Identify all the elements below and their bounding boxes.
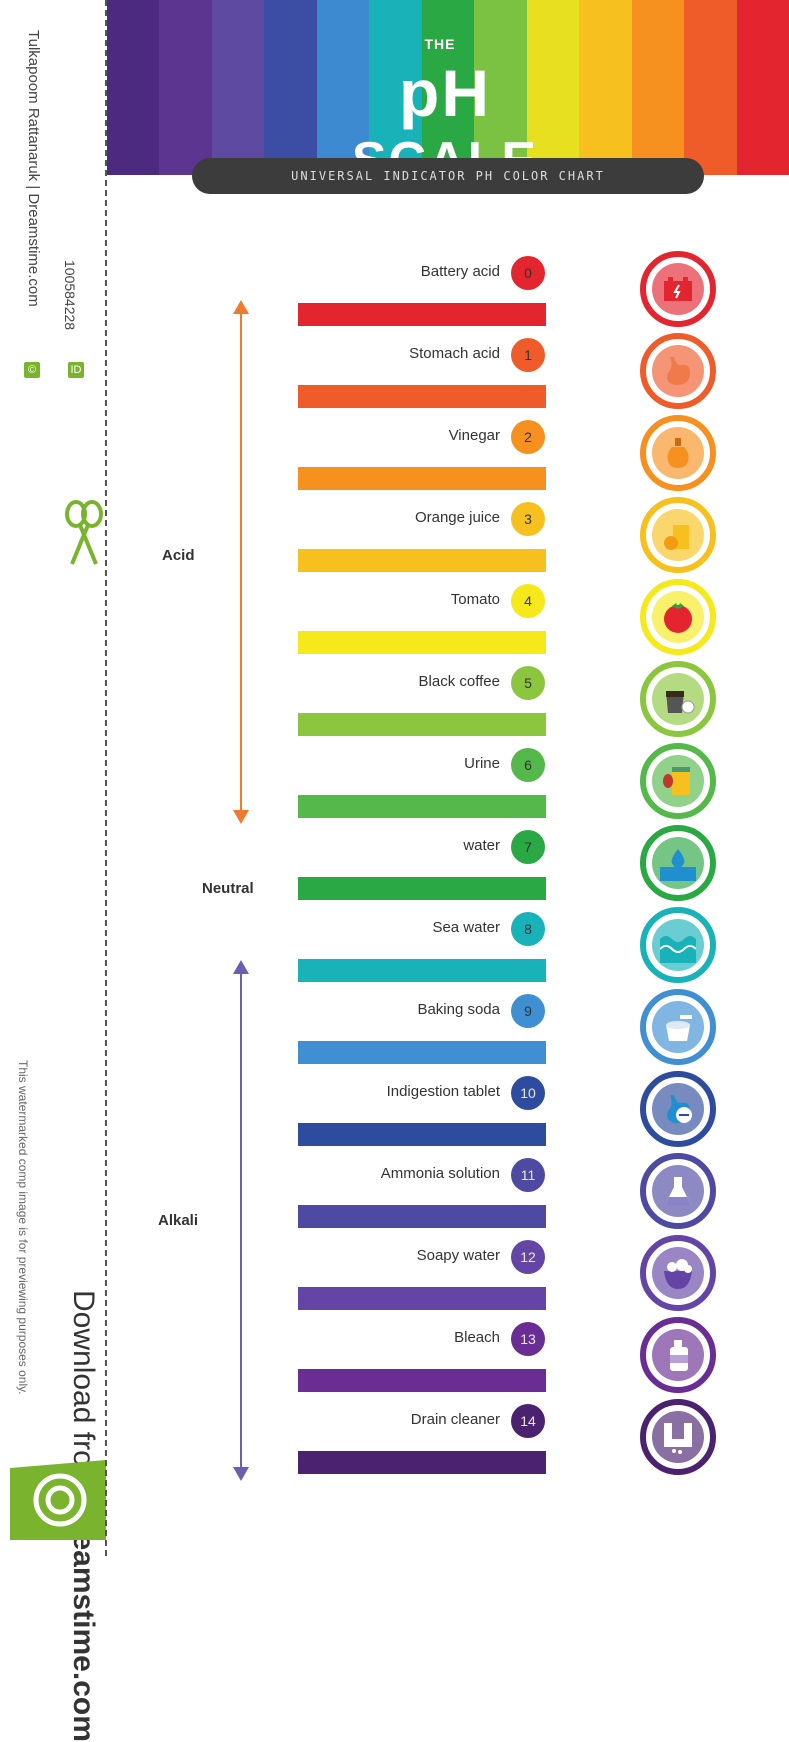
ph-color-bar xyxy=(298,1451,546,1474)
acid-label: Acid xyxy=(162,547,195,564)
ph-value-badge: 8 xyxy=(511,912,545,946)
substance-label: Soapy water xyxy=(416,1247,500,1264)
indigestion-icon xyxy=(640,1071,716,1147)
ph-color-bar xyxy=(298,795,546,818)
ph-color-bar xyxy=(298,1205,546,1228)
ph-color-bar xyxy=(298,303,546,326)
ph-value-badge: 9 xyxy=(511,994,545,1028)
ph-value-badge: 6 xyxy=(511,748,545,782)
ph-value-badge: 14 xyxy=(511,1404,545,1438)
substance-label: Black coffee xyxy=(418,673,500,690)
flask-icon xyxy=(640,1153,716,1229)
cut-line xyxy=(105,0,107,1560)
ph-color-bar xyxy=(298,877,546,900)
ph-value-badge: 11 xyxy=(511,1158,545,1192)
id-badge: ID xyxy=(68,362,84,378)
ph-color-bar xyxy=(298,385,546,408)
ph-color-bar xyxy=(298,713,546,736)
ph-value-badge: 3 xyxy=(511,502,545,536)
baking-soda-icon xyxy=(640,989,716,1065)
stomach-icon xyxy=(640,333,716,409)
substance-label: Drain cleaner xyxy=(410,1411,500,1428)
header-stripe xyxy=(421,0,475,175)
ph-value-badge: 0 xyxy=(511,256,545,290)
alkali-arrow xyxy=(240,966,242,1471)
ph-color-bar xyxy=(298,1287,546,1310)
header-stripe xyxy=(264,0,317,175)
alkali-arrow-head-bottom xyxy=(233,1467,249,1481)
dreamstime-logo xyxy=(10,1460,106,1540)
ph-color-bar xyxy=(298,631,546,654)
substance-label: Battery acid xyxy=(420,263,500,280)
header-stripe xyxy=(316,0,370,175)
color-stripes-header xyxy=(107,0,789,175)
header-stripe xyxy=(474,0,527,175)
neutral-label: Neutral xyxy=(202,880,254,897)
watermark-notice: This watermarked comp image is for previ… xyxy=(16,1060,30,1395)
sea-wave-icon xyxy=(640,907,716,983)
water-drop-icon xyxy=(640,825,716,901)
title-ph: pH xyxy=(399,56,491,130)
credit-text: Tulkapoom Rattanaruk | Dreamstime.com xyxy=(25,30,42,307)
acid-arrow-head-top xyxy=(233,300,249,314)
substance-label: Baking soda xyxy=(417,1001,500,1018)
copyright-badge: © xyxy=(24,362,40,378)
soap-bubbles-icon xyxy=(640,1235,716,1311)
ph-value-badge: 5 xyxy=(511,666,545,700)
ph-value-badge: 13 xyxy=(511,1322,545,1356)
vinegar-bottle-icon xyxy=(640,415,716,491)
substance-label: Vinegar xyxy=(448,427,500,444)
ph-color-bar xyxy=(298,1041,546,1064)
substance-label: Stomach acid xyxy=(409,345,500,362)
ph-color-bar xyxy=(298,959,546,982)
bleach-bottle-icon xyxy=(640,1317,716,1393)
drain-pipe-icon xyxy=(640,1399,716,1475)
substance-label: Bleach xyxy=(454,1329,500,1346)
coffee-icon xyxy=(640,661,716,737)
header-stripe xyxy=(579,0,632,175)
ph-value-badge: 2 xyxy=(511,420,545,454)
alkali-arrow-head-top xyxy=(233,960,249,974)
header-stripe xyxy=(107,0,160,175)
substance-label: Orange juice xyxy=(414,509,500,526)
ph-color-bar xyxy=(298,1369,546,1392)
title-prefix: THE xyxy=(424,36,456,52)
watermark-strip: © ID Tulkapoom Rattanaruk | Dreamstime.c… xyxy=(0,0,106,1742)
header-stripe xyxy=(159,0,212,175)
substance-label: Tomato xyxy=(450,591,500,608)
ph-color-bar xyxy=(298,467,546,490)
scissors-icon xyxy=(65,500,103,565)
substance-label: Urine xyxy=(464,755,500,772)
tomato-icon xyxy=(640,579,716,655)
image-id: 100584228 xyxy=(62,260,78,331)
header-stripe xyxy=(631,0,685,175)
substance-label: Sea water xyxy=(432,919,500,936)
ph-color-bar xyxy=(298,1123,546,1146)
alkali-label: Alkali xyxy=(158,1212,199,1229)
ph-value-badge: 10 xyxy=(511,1076,545,1110)
battery-icon xyxy=(640,251,716,327)
header-stripe xyxy=(684,0,737,175)
ph-value-badge: 1 xyxy=(511,338,545,372)
substance-label: Indigestion tablet xyxy=(386,1083,500,1100)
substance-label: Ammonia solution xyxy=(380,1165,500,1182)
orange-juice-icon xyxy=(640,497,716,573)
header-stripe xyxy=(369,0,422,175)
subtitle-bar: UNIVERSAL INDICATOR PH COLOR CHART xyxy=(192,158,704,194)
ph-value-badge: 7 xyxy=(511,830,545,864)
acid-arrow xyxy=(240,305,242,815)
ph-value-badge: 12 xyxy=(511,1240,545,1274)
header-stripe xyxy=(211,0,265,175)
urine-icon xyxy=(640,743,716,819)
ph-value-badge: 4 xyxy=(511,584,545,618)
substance-label: water xyxy=(463,837,500,854)
header-stripe xyxy=(526,0,580,175)
acid-arrow-head-bottom xyxy=(233,810,249,824)
header-stripe xyxy=(736,0,789,175)
ph-color-bar xyxy=(298,549,546,572)
